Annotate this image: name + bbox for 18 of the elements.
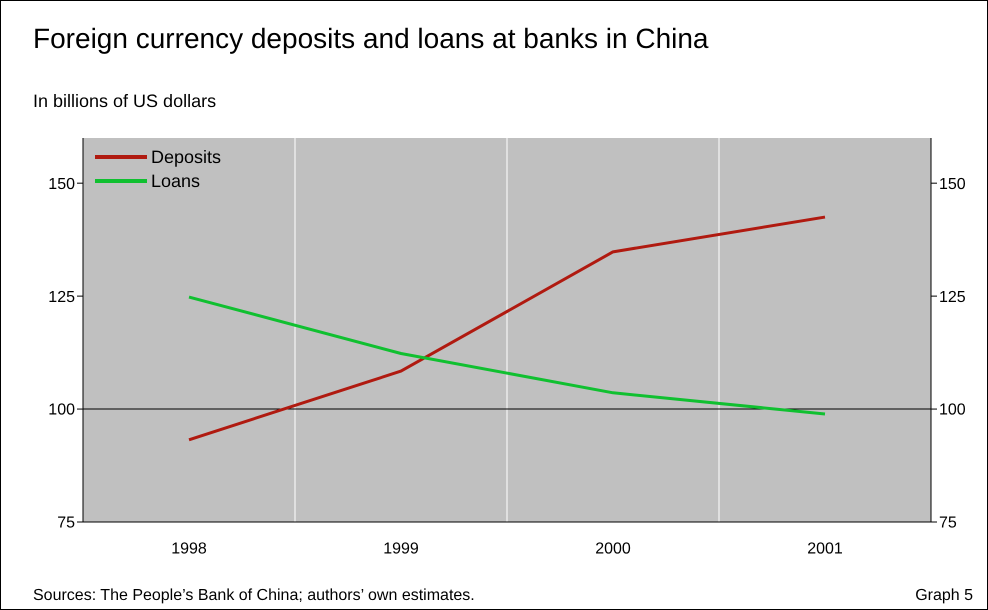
x-tick-label: 1999 bbox=[383, 540, 419, 558]
y-tick-label: 75 bbox=[57, 514, 76, 532]
source-note: Sources: The People’s Bank of China; authors’ own estimates. bbox=[33, 587, 475, 605]
y-tick-label: 125 bbox=[48, 288, 76, 306]
y2-tick-label: 125 bbox=[939, 288, 966, 306]
y2-tick-label: 100 bbox=[939, 402, 966, 419]
x-tick-label: 1998 bbox=[171, 540, 207, 558]
legend-label: Loans bbox=[151, 170, 200, 193]
caption: Graph 5 bbox=[915, 587, 973, 605]
legend-label: Deposits bbox=[151, 146, 222, 169]
y-tick-label: 100 bbox=[48, 402, 76, 419]
y2-tick-label: 75 bbox=[939, 514, 957, 532]
x-tick-label: 2001 bbox=[807, 540, 843, 558]
x-tick-label: 2000 bbox=[595, 540, 631, 558]
chart-subtitle: In billions of US dollars bbox=[33, 91, 216, 112]
y-tick-label: 150 bbox=[48, 176, 76, 193]
chart-title: Foreign currency deposits and loans at banks in China bbox=[33, 23, 708, 55]
y2-tick-label: 150 bbox=[939, 176, 966, 193]
